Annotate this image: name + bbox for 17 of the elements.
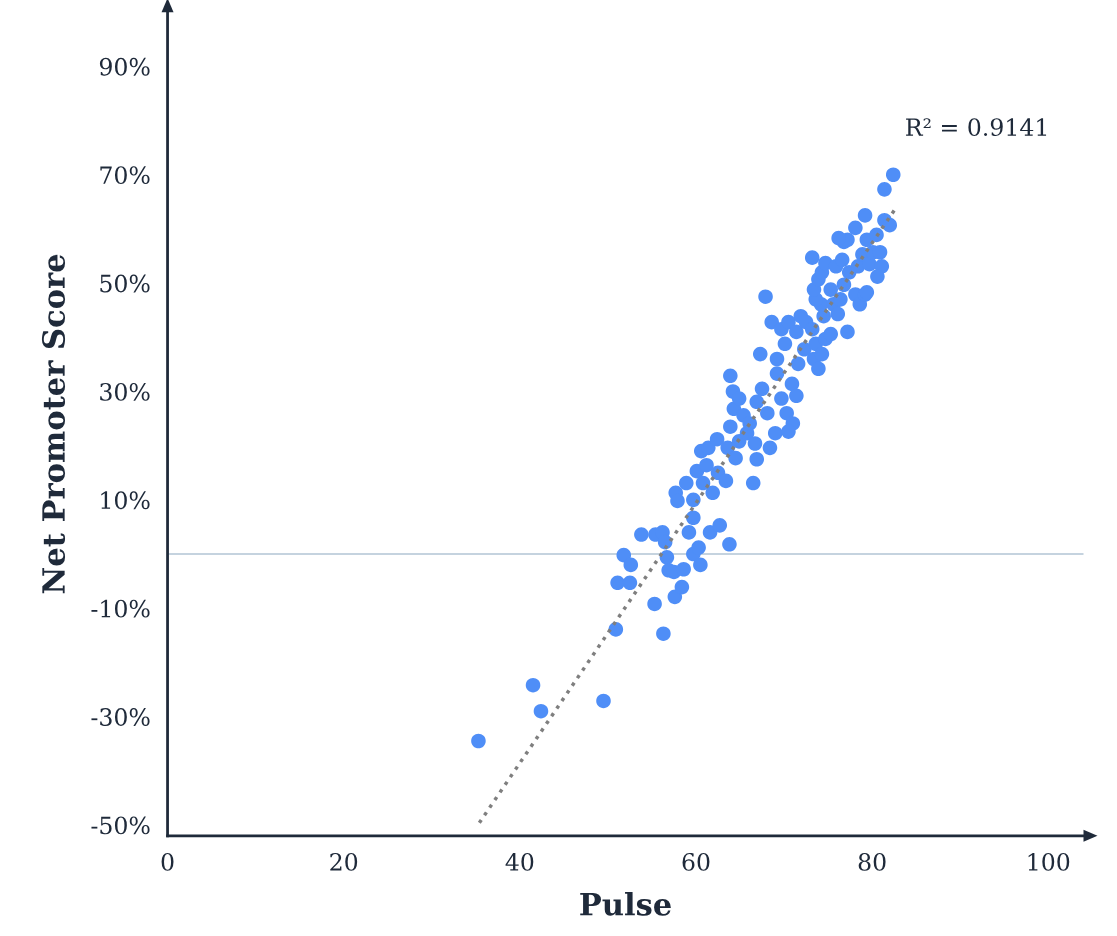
x-tick-label: 20 bbox=[330, 852, 358, 871]
y-tick-label: -10% bbox=[91, 599, 150, 618]
y-tick-label: 50% bbox=[100, 274, 150, 293]
y-tick-label: 10% bbox=[101, 491, 150, 510]
y-tick-label: -50% bbox=[91, 816, 150, 835]
x-tick-label: 60 bbox=[682, 852, 710, 871]
x-tick-label: 100 bbox=[1028, 852, 1070, 871]
x-tick-label: 80 bbox=[858, 852, 886, 871]
x-tick-label: 40 bbox=[505, 852, 534, 871]
annotation: R² = 0.9141 bbox=[906, 118, 1047, 137]
y-tick-label: -30% bbox=[91, 708, 150, 726]
y-tick-label: 70% bbox=[100, 166, 150, 185]
y-axis-title: Net Promoter Score bbox=[41, 254, 66, 594]
y-tick-label: 30% bbox=[100, 382, 150, 401]
x-tick-label: 0 bbox=[161, 852, 174, 871]
y-tick-label: 90% bbox=[99, 57, 150, 76]
x-axis-title: Pulse bbox=[580, 892, 671, 916]
